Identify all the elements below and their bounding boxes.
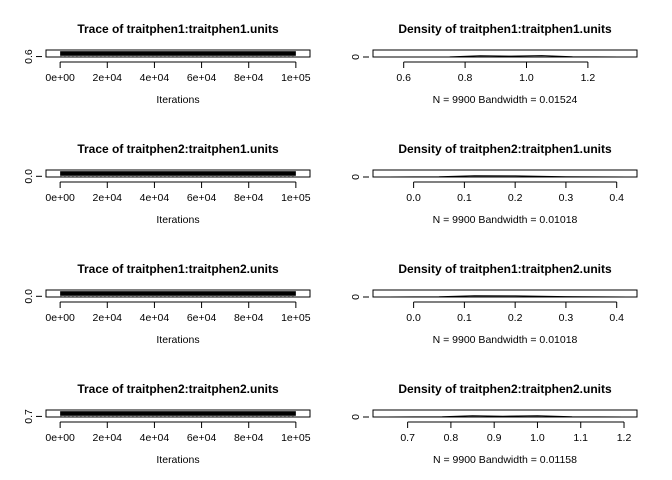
y-tick-label: 0 (350, 294, 362, 300)
x-tick-label: 2e+04 (93, 432, 123, 444)
x-tick-label: 4e+04 (140, 192, 170, 204)
x-tick-label: 8e+04 (234, 72, 264, 84)
trace-series-band (60, 171, 296, 176)
x-tick-label: 1.0 (519, 72, 534, 84)
panel-title: Trace of traitphen2:traitphen1.units (77, 142, 279, 156)
x-tick-label: 4e+04 (140, 432, 170, 444)
trace-panel-2: Trace of traitphen2:traitphen1.units 0.0 0… (23, 142, 311, 226)
panel-title: Density of traitphen1:traitphen1.units (398, 22, 612, 36)
y-tick-label: 0.0 (23, 169, 35, 184)
x-tick-label: 1e+05 (281, 432, 311, 444)
x-tick-label: 0.0 (406, 192, 421, 204)
x-axis-label: N = 9900 Bandwidth = 0.01524 (433, 94, 578, 106)
y-tick-label: 0.7 (23, 409, 35, 424)
x-tick-label: 0.1 (457, 192, 472, 204)
x-tick-label: 6e+04 (187, 312, 217, 324)
x-tick-label: 8e+04 (234, 432, 264, 444)
x-tick-label: 1e+05 (281, 192, 311, 204)
panel-title: Trace of traitphen1:traitphen2.units (77, 262, 279, 276)
panel-title: Trace of traitphen1:traitphen1.units (77, 22, 279, 36)
x-tick-label: 0e+00 (45, 192, 75, 204)
x-tick-label: 0.0 (406, 312, 421, 324)
x-tick-label: 0.9 (487, 432, 502, 444)
x-tick-label: 6e+04 (187, 192, 217, 204)
trace-series-band (60, 411, 296, 416)
x-tick-label: 8e+04 (234, 192, 264, 204)
panel-title: Density of traitphen2:traitphen1.units (398, 142, 612, 156)
y-tick-label: 0 (350, 54, 362, 60)
x-axis-label: N = 9900 Bandwidth = 0.01158 (433, 454, 577, 466)
trace-series-band (60, 51, 296, 56)
x-axis-label: N = 9900 Bandwidth = 0.01018 (433, 214, 578, 226)
x-tick-label: 0e+00 (45, 312, 75, 324)
x-axis-label: Iterations (156, 454, 199, 466)
plot-frame (372, 289, 638, 298)
y-tick-label: 0 (350, 174, 362, 180)
x-tick-label: 0.6 (396, 72, 411, 84)
density-panel-2: Density of traitphen2:traitphen1.units 0 0… (350, 142, 638, 226)
panel-title: Density of traitphen1:traitphen2.units (398, 262, 612, 276)
x-tick-label: 1.2 (617, 432, 632, 444)
x-tick-label: 1.2 (581, 72, 596, 84)
x-tick-label: 0.3 (559, 192, 574, 204)
x-tick-label: 1.0 (530, 432, 545, 444)
x-tick-label: 0e+00 (45, 432, 75, 444)
x-tick-label: 1.1 (573, 432, 588, 444)
x-tick-label: 1e+05 (281, 72, 311, 84)
x-tick-label: 4e+04 (140, 72, 170, 84)
x-tick-label: 0.4 (609, 312, 624, 324)
plot-frame (45, 169, 311, 178)
x-axis-label: Iterations (156, 214, 199, 226)
x-tick-label: 0.3 (559, 312, 574, 324)
x-tick-label: 0.8 (444, 432, 459, 444)
plot-frame (45, 409, 311, 418)
trace-series-band (60, 291, 296, 296)
trace-panel-1: Trace of traitphen1:traitphen1.units 0.6 0… (23, 22, 311, 106)
x-tick-label: 4e+04 (140, 312, 170, 324)
y-tick-label: 0.0 (23, 289, 35, 304)
x-tick-label: 0.2 (508, 192, 523, 204)
density-panel-3: Density of traitphen1:traitphen2.units 0 0… (350, 262, 638, 346)
plot-frame (45, 49, 311, 58)
x-tick-label: 0.1 (457, 312, 472, 324)
trace-panel-3: Trace of traitphen1:traitphen2.units 0.0 0… (23, 262, 311, 346)
plot-frame (45, 289, 311, 298)
x-tick-label: 0.8 (458, 72, 473, 84)
x-axis-label: N = 9900 Bandwidth = 0.01018 (433, 334, 578, 346)
x-tick-label: 2e+04 (93, 192, 123, 204)
x-tick-label: 0.4 (609, 192, 624, 204)
x-tick-label: 1e+05 (281, 312, 311, 324)
x-tick-label: 0e+00 (45, 72, 75, 84)
panel-title: Trace of traitphen2:traitphen2.units (77, 382, 279, 396)
plot-frame (372, 49, 638, 58)
density-panel-1: Density of traitphen1:traitphen1.units 0 0… (350, 22, 638, 106)
trace-panel-4: Trace of traitphen2:traitphen2.units 0.7 0… (23, 382, 311, 466)
panel-title: Density of traitphen2:traitphen2.units (398, 382, 612, 396)
plot-frame (372, 409, 638, 418)
x-tick-label: 8e+04 (234, 312, 264, 324)
y-tick-label: 0 (350, 414, 362, 420)
x-tick-label: 0.7 (400, 432, 415, 444)
x-tick-label: 2e+04 (93, 72, 123, 84)
x-axis-label: Iterations (156, 334, 199, 346)
x-axis-label: Iterations (156, 94, 199, 106)
x-tick-label: 6e+04 (187, 432, 217, 444)
x-tick-label: 2e+04 (93, 312, 123, 324)
x-tick-label: 6e+04 (187, 72, 217, 84)
y-tick-label: 0.6 (23, 49, 35, 64)
density-panel-4: Density of traitphen2:traitphen2.units 0 0… (350, 382, 638, 466)
plot-frame (372, 169, 638, 178)
x-tick-label: 0.2 (508, 312, 523, 324)
